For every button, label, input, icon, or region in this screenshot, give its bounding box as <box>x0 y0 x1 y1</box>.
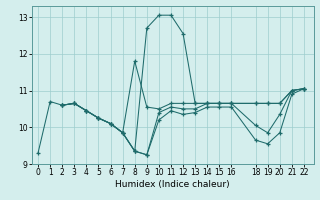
X-axis label: Humidex (Indice chaleur): Humidex (Indice chaleur) <box>116 180 230 189</box>
